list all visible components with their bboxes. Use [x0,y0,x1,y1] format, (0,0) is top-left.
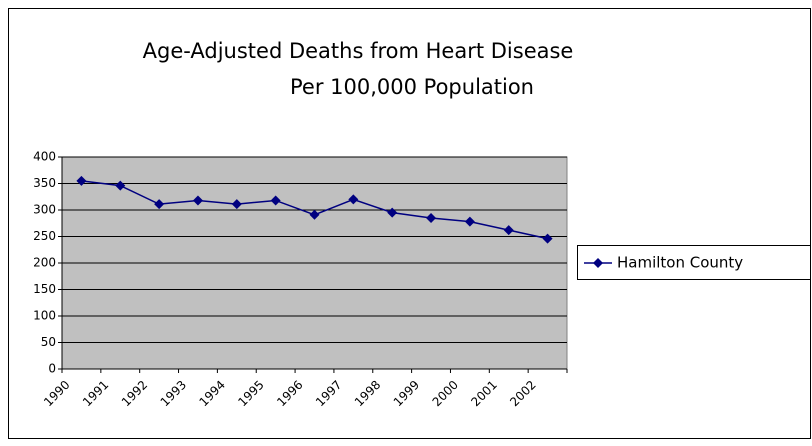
data-point [464,216,475,227]
y-tick-label: 400 [33,150,56,164]
y-tick-label: 350 [33,176,56,190]
data-point [348,194,359,205]
data-point [192,195,203,206]
y-tick-label: 300 [33,203,56,217]
y-tick-label: 50 [41,335,56,349]
data-point [426,212,437,223]
data-point [387,207,398,218]
legend-box [577,245,811,280]
data-point [309,209,320,220]
data-point [154,199,165,210]
data-point [503,225,514,236]
y-tick-label: 150 [33,282,56,296]
data-point [76,175,87,186]
y-tick-label: 200 [33,256,56,270]
y-tick-label: 0 [48,362,56,376]
legend-label: Hamilton County [617,254,743,272]
data-point [231,199,242,210]
legend-marker [593,258,603,268]
data-point [115,180,126,191]
chart-title: Age-Adjusted Deaths from Heart Disease [143,39,574,63]
y-tick-label: 250 [33,229,56,243]
chart-title: Per 100,000 Population [290,75,534,99]
data-point [270,195,281,206]
y-tick-label: 100 [33,309,56,323]
data-point [542,233,553,244]
